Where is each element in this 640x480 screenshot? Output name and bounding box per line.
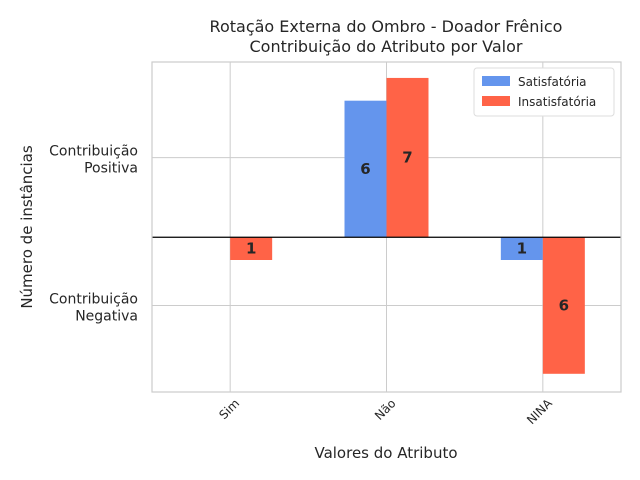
y-tick-label: Contribuição Positiva: [49, 144, 138, 177]
bar-insatisfatória-2: [542, 237, 585, 374]
legend-swatch: [482, 76, 510, 86]
chart-title-line-1: Rotação Externa do Ombro - Doador Frênic…: [210, 17, 563, 36]
legend-swatch: [482, 96, 510, 106]
bars: [230, 77, 585, 374]
legend-label: Satisfatória: [518, 75, 587, 89]
bar-value-label: 6: [559, 297, 569, 315]
plot-frame: [151, 61, 622, 393]
x-tick-label: Não: [372, 396, 399, 423]
y-tick-labels: Contribuição Positiva Contribuição Negativa: [49, 144, 138, 325]
bar-satisfatória-2: [500, 237, 543, 260]
bar-value-label: 1: [246, 240, 256, 258]
chart-title-line-2: Contribuição do Atributo por Valor: [250, 37, 523, 56]
bar-insatisfatória-1: [386, 77, 429, 238]
x-tick-labels: Sim Não NINA: [216, 396, 555, 427]
x-axis-label: Valores do Atributo: [314, 444, 457, 462]
y-axis-label: Número de instâncias: [18, 145, 36, 309]
x-tick-label: NINA: [524, 396, 555, 427]
bar-labels: 6 1 1 7 6: [246, 149, 569, 315]
bar-value-label: 6: [360, 160, 370, 178]
legend-label: Insatisfatória: [518, 95, 596, 109]
x-tick-label: Sim: [216, 396, 242, 422]
legend: Satisfatória Insatisfatória: [473, 67, 615, 117]
plot-border: [151, 61, 622, 393]
bar-value-label: 1: [517, 240, 527, 258]
bar-satisfatória-1: [344, 100, 387, 238]
bar-value-label: 7: [402, 149, 412, 167]
bar-insatisfatória-0: [230, 237, 273, 260]
y-tick-label: Contribuição Negativa: [49, 292, 138, 325]
